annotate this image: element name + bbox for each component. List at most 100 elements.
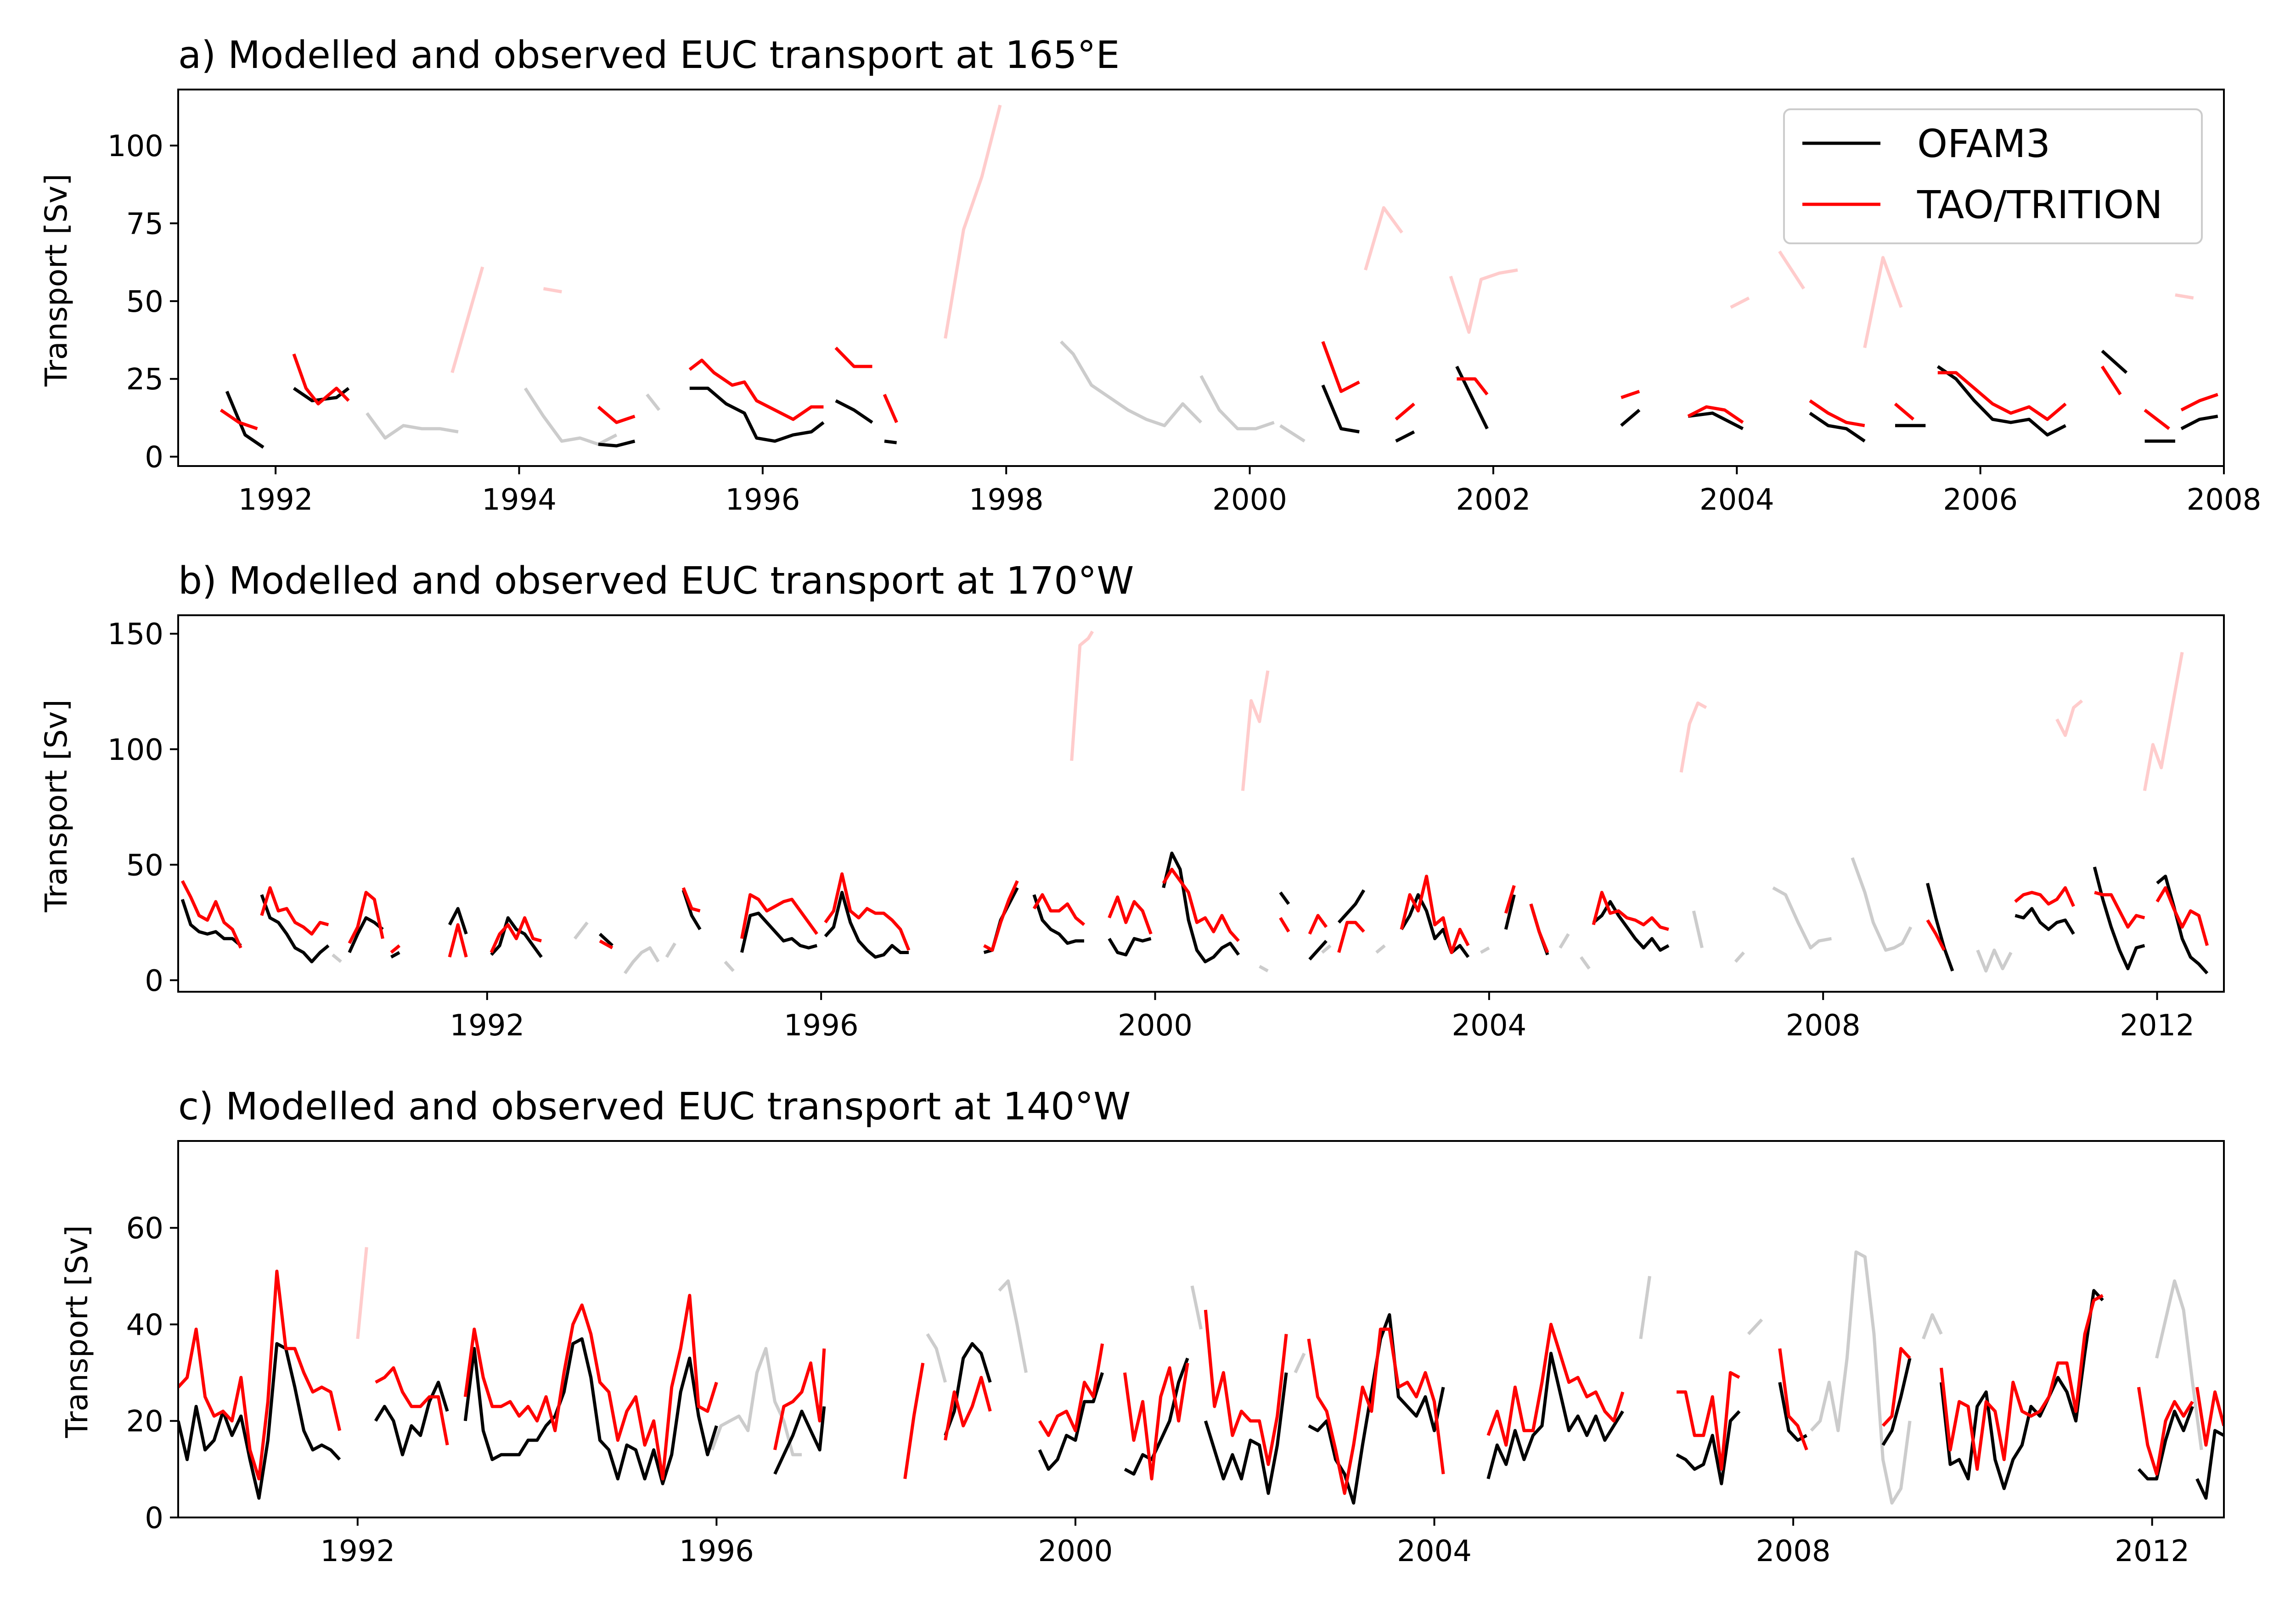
panel-a-tao-faded-segment-4 — [1449, 268, 1518, 334]
panel-c-ofam-segment-1 — [374, 1381, 449, 1456]
panel-c-ofam-faded-segment-1 — [926, 1333, 947, 1383]
panel-a-tao-segment-4 — [834, 347, 872, 368]
panel-c-ofam-faded-segment-3 — [1190, 1285, 1203, 1330]
panel-c-ofam-segment-7 — [1204, 1372, 1288, 1495]
panel-b-ofam-segment-23 — [2093, 866, 2145, 971]
panel-c-tao-segment-6 — [1038, 1343, 1104, 1437]
panel-a-ytick-label-1: 25 — [126, 363, 163, 397]
panel-c-tao-segment-15 — [2137, 1387, 2194, 1476]
panel-b-tao-segment-17 — [1400, 875, 1470, 954]
panel-b-tao-faded-segment-0 — [1070, 630, 1094, 761]
panel-c-ylabel: Transport [Sv] — [59, 1225, 95, 1438]
panel-a-tao-segment-3 — [688, 359, 824, 421]
panel-b-tao-segment-3 — [390, 944, 401, 954]
panel-c-y-ticks: 0 20 40 60 — [126, 1212, 178, 1535]
panel-a-tao-segment-16 — [2180, 393, 2218, 412]
panel-b-ofam-faded-segment-4 — [724, 961, 735, 972]
panel-b-tao-faded-segment-2 — [1679, 701, 1707, 773]
panel-b-ytick-label-3: 150 — [107, 618, 163, 652]
panel-b-tao-segment-6 — [599, 939, 613, 950]
panel-b-ofam-faded-segment-6 — [1321, 944, 1332, 954]
panel-c-xtick-label-5: 2012 — [2115, 1534, 2189, 1568]
panel-b-tao-segment-5 — [490, 916, 542, 953]
panel-a-tao-faded-segment-0 — [450, 266, 484, 373]
panel-a-ofam-segment-3 — [689, 387, 825, 443]
panel-c-ytick-label-1: 20 — [126, 1405, 163, 1439]
legend-label-tao-trition: TAO/TRITION — [1917, 182, 2163, 227]
panel-b-tao-segment-19 — [1529, 903, 1549, 953]
panel-c-tao-segment-13 — [1881, 1347, 1911, 1427]
panel-a-ofam-faded-segment-5 — [1279, 424, 1306, 443]
panel-b-ofam-segment-2 — [348, 916, 384, 953]
panel-c-ofam-segment-14 — [2137, 1405, 2194, 1481]
panel-a-xtick-label-0: 1992 — [238, 483, 313, 517]
panel-b-ofam-segment-11 — [1032, 894, 1084, 945]
panel-a-ofam-segment-14 — [2101, 349, 2128, 374]
panel-c-ofam-segment-2 — [463, 1337, 718, 1485]
panel-a-ofam-faded-segment-4 — [1199, 375, 1275, 431]
panel-a-xtick-label-2: 1996 — [725, 483, 800, 517]
panel-a-xtick-label-3: 1998 — [969, 483, 1044, 517]
panel-c-tao-segment-9 — [1307, 1327, 1445, 1495]
panel-b-ofam-faded-segment-9 — [1559, 933, 1570, 949]
panel-a-tao-segment-2 — [597, 405, 636, 424]
panel-a-ofam-segment-13 — [1936, 365, 2066, 437]
panel-a-title: a) Modelled and observed EUC transport a… — [178, 34, 1120, 77]
panel-b-ofam-segment-17 — [1400, 893, 1470, 958]
panel-b-ofam-segment-20 — [1592, 900, 1670, 952]
panel-b-ofam-segment-16 — [1337, 889, 1366, 924]
panel-b-tao-segment-12 — [1108, 895, 1153, 935]
panel-c-ytick-label-3: 60 — [126, 1212, 163, 1246]
panel-c-ofam-segment-3 — [773, 1406, 826, 1475]
panel-a-plot-area — [219, 105, 2218, 449]
panel-b-tao-faded-segment-3 — [2055, 699, 2083, 737]
panel-b-tao-faded-segment-4 — [2143, 652, 2184, 791]
panel-b-ofam-segment-0 — [180, 899, 242, 947]
panel-b-tao-segment-15 — [1308, 914, 1328, 935]
panel-a-tao-segment-14 — [2100, 365, 2122, 396]
panel-a-tao-segment-5 — [883, 393, 898, 423]
panel-c-ofam-faded-segment-6 — [1747, 1318, 1763, 1335]
panel-b-ofam-faded-segment-5 — [1259, 965, 1269, 972]
panel-b-ofam-segment-13 — [1162, 851, 1240, 964]
panel-b-ofam-segment-6 — [598, 933, 613, 947]
panel-b-ofam-segment-15 — [1308, 939, 1328, 961]
panel-c-ofam-segment-13 — [1940, 1289, 2104, 1490]
panel-b-xtick-label-0: 1992 — [450, 1009, 524, 1043]
panel-a-ofam-faded-segment-3 — [1060, 340, 1202, 427]
panel-b-tao-faded-segment-1 — [1241, 670, 1270, 791]
panel-c-ofam-segment-15 — [2195, 1429, 2224, 1500]
panel-c-ofam-segment-4 — [944, 1342, 992, 1436]
panel-b-tao-segment-20 — [1592, 891, 1669, 931]
panel-c-title: c) Modelled and observed EUC transport a… — [178, 1085, 1131, 1129]
panel-b-y-ticks: 0 50 100 150 — [107, 618, 178, 998]
panel-b-ofam-faded-segment-1 — [573, 921, 589, 940]
panel-a-tao-faded-segment-6 — [1778, 250, 1806, 290]
panel-a-ofam-faded-segment-0 — [366, 412, 459, 440]
panel-c-xtick-label-2: 2000 — [1038, 1534, 1113, 1568]
panel-a-ofam-faded-segment-1 — [523, 387, 618, 446]
panel-a-ofam-segment-5 — [884, 439, 897, 444]
panel-b-ofam-segment-9 — [824, 891, 909, 959]
panel-a-ofam-segment-9 — [1620, 409, 1641, 427]
panel-a-tao-segment-10 — [1687, 405, 1744, 424]
panel-b-tao-segment-9 — [824, 872, 911, 951]
panel-a-xtick-label-1: 1994 — [482, 483, 557, 517]
panel-b-tao-segment-21 — [1926, 919, 1946, 951]
panel-a-tao-faded-segment-2 — [944, 105, 1002, 339]
panel-c-axes-frame — [177, 1140, 2225, 1518]
panel-c-tao-segment-4 — [903, 1363, 925, 1479]
panel-a-xtick-label-7: 2006 — [1943, 483, 2018, 517]
panel-c-tao-segment-7 — [1123, 1363, 1189, 1481]
panel-b-ofam-faded-segment-14 — [1851, 857, 1913, 952]
panel-a-ytick-label-3: 75 — [126, 207, 163, 241]
panel-b-ofam-faded-segment-12 — [1734, 951, 1745, 963]
panel-c-tao-segment-10 — [1486, 1323, 1625, 1447]
panel-a-xtick-label-8: 2008 — [2187, 483, 2262, 517]
panel-b-ytick-label-1: 50 — [126, 848, 163, 882]
panel-a-ofam-faded-segment-2 — [646, 393, 661, 411]
legend-box — [1783, 108, 2203, 244]
panel-b-ytick-label-0: 0 — [145, 964, 163, 998]
panel-b-tao-segment-0 — [180, 880, 242, 949]
